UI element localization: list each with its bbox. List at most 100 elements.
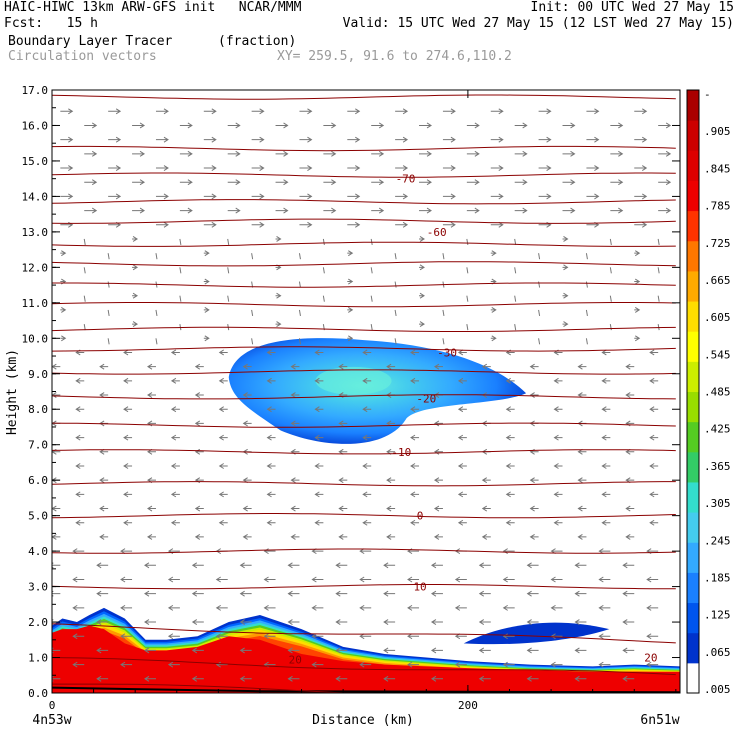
vector-arrow bbox=[179, 267, 182, 274]
vector-arrow bbox=[275, 150, 289, 157]
vector-arrow bbox=[99, 477, 109, 484]
colorbar-swatch bbox=[687, 481, 699, 513]
vector-arrow bbox=[538, 253, 541, 260]
vector-arrow bbox=[502, 661, 515, 668]
vector-arrow bbox=[60, 193, 74, 200]
contour-line-10 bbox=[52, 369, 676, 375]
colorbar-label: .425 bbox=[704, 423, 731, 436]
colorbar-swatch bbox=[687, 361, 699, 392]
vector-arrow bbox=[526, 619, 539, 625]
vector-arrow bbox=[251, 309, 254, 316]
vector-arrow bbox=[52, 562, 61, 569]
vector-arrow bbox=[359, 661, 372, 668]
vector-arrow bbox=[362, 434, 372, 441]
vector-arrow bbox=[490, 193, 504, 200]
vector-arrow bbox=[407, 604, 420, 611]
vector-arrow bbox=[658, 150, 672, 157]
vector-arrow bbox=[457, 491, 467, 498]
vector-arrow bbox=[120, 633, 133, 640]
x-axis-label: Distance (km) bbox=[312, 713, 414, 728]
vector-arrow bbox=[75, 491, 85, 498]
vector-arrow bbox=[60, 136, 74, 143]
vector-arrow bbox=[123, 519, 133, 526]
vector-arrow bbox=[538, 309, 541, 316]
vector-arrow bbox=[658, 122, 672, 129]
vector-arrow bbox=[526, 562, 539, 569]
y-axis-label: Height (km) bbox=[5, 349, 20, 435]
colorbar-swatch bbox=[687, 90, 699, 121]
vector-arrow bbox=[96, 675, 109, 682]
vector-arrow bbox=[242, 505, 252, 512]
vector-arrow bbox=[362, 491, 372, 498]
vector-arrow bbox=[553, 434, 563, 441]
vector-arrow bbox=[625, 392, 635, 398]
vector-arrow bbox=[266, 349, 276, 356]
vector-arrow bbox=[263, 576, 276, 583]
vector-arrow bbox=[203, 306, 210, 313]
contour-line-3 bbox=[52, 584, 676, 590]
vector-arrow bbox=[481, 477, 491, 484]
vector-arrow bbox=[347, 136, 361, 143]
vector-arrow bbox=[179, 238, 182, 246]
vector-arrow bbox=[311, 604, 324, 611]
vector-arrow bbox=[287, 562, 300, 569]
vector-arrow bbox=[433, 448, 443, 455]
vector-arrow bbox=[60, 108, 74, 115]
vector-arrow bbox=[410, 377, 420, 384]
vector-arrow bbox=[227, 295, 230, 302]
contour-label-0: -70 bbox=[396, 173, 416, 186]
vector-arrow bbox=[239, 675, 252, 682]
vector-arrow bbox=[419, 207, 432, 214]
vector-arrow bbox=[478, 562, 491, 569]
colorbar-label: .245 bbox=[704, 534, 731, 547]
y-tick-label: 15.0 bbox=[22, 155, 49, 168]
vector-arrow bbox=[562, 264, 569, 271]
vector-arrow bbox=[266, 491, 276, 498]
x-end-label: 6n51w bbox=[640, 713, 679, 728]
contour-label-1: -60 bbox=[427, 226, 447, 239]
contour-label-4: -10 bbox=[391, 446, 411, 459]
header-forecast-hour: Fcst: 15 h bbox=[4, 16, 98, 31]
vector-arrow bbox=[442, 338, 445, 345]
vector-arrow bbox=[649, 349, 659, 356]
vector-arrow bbox=[52, 590, 61, 597]
vector-arrow bbox=[167, 576, 180, 583]
vector-arrow bbox=[239, 619, 252, 625]
vector-arrow bbox=[457, 463, 467, 469]
vector-arrow bbox=[203, 136, 217, 143]
vector-arrow bbox=[275, 122, 289, 129]
colorbar-label: .005 bbox=[704, 683, 731, 696]
vector-arrow bbox=[227, 238, 230, 246]
vector-arrow bbox=[457, 434, 467, 441]
vector-arrow bbox=[322, 238, 325, 246]
vector-arrow bbox=[287, 675, 300, 682]
y-tick-label: 4.0 bbox=[28, 545, 48, 558]
vector-arrow bbox=[147, 363, 156, 370]
y-tick-label: 14.0 bbox=[22, 190, 49, 203]
vector-arrow bbox=[242, 363, 252, 370]
vector-arrow bbox=[442, 193, 456, 200]
vector-arrow bbox=[99, 505, 109, 512]
vector-arrow bbox=[505, 491, 515, 498]
contour-line-6 bbox=[52, 481, 676, 487]
vector-arrow bbox=[490, 108, 504, 115]
vector-arrow bbox=[108, 165, 122, 171]
vector-arrow bbox=[442, 253, 445, 260]
colorbar-swatch bbox=[687, 572, 699, 604]
contour-line-18 bbox=[52, 199, 676, 205]
vector-arrow bbox=[194, 420, 204, 427]
vector-arrow bbox=[466, 207, 480, 214]
contour-label-3: -20 bbox=[416, 393, 436, 406]
vector-arrow bbox=[311, 576, 324, 583]
vector-arrow bbox=[96, 619, 109, 625]
vector-arrow bbox=[407, 633, 420, 640]
vector-arrow bbox=[601, 519, 611, 526]
vector-arrow bbox=[227, 122, 241, 129]
vector-arrow bbox=[658, 179, 672, 186]
vector-arrow bbox=[215, 633, 228, 640]
vector-arrow bbox=[362, 349, 372, 356]
vector-arrow bbox=[266, 377, 276, 384]
contour-line-0 bbox=[52, 683, 358, 693]
vector-arrow bbox=[263, 633, 276, 640]
colorbar-swatch bbox=[687, 210, 699, 242]
